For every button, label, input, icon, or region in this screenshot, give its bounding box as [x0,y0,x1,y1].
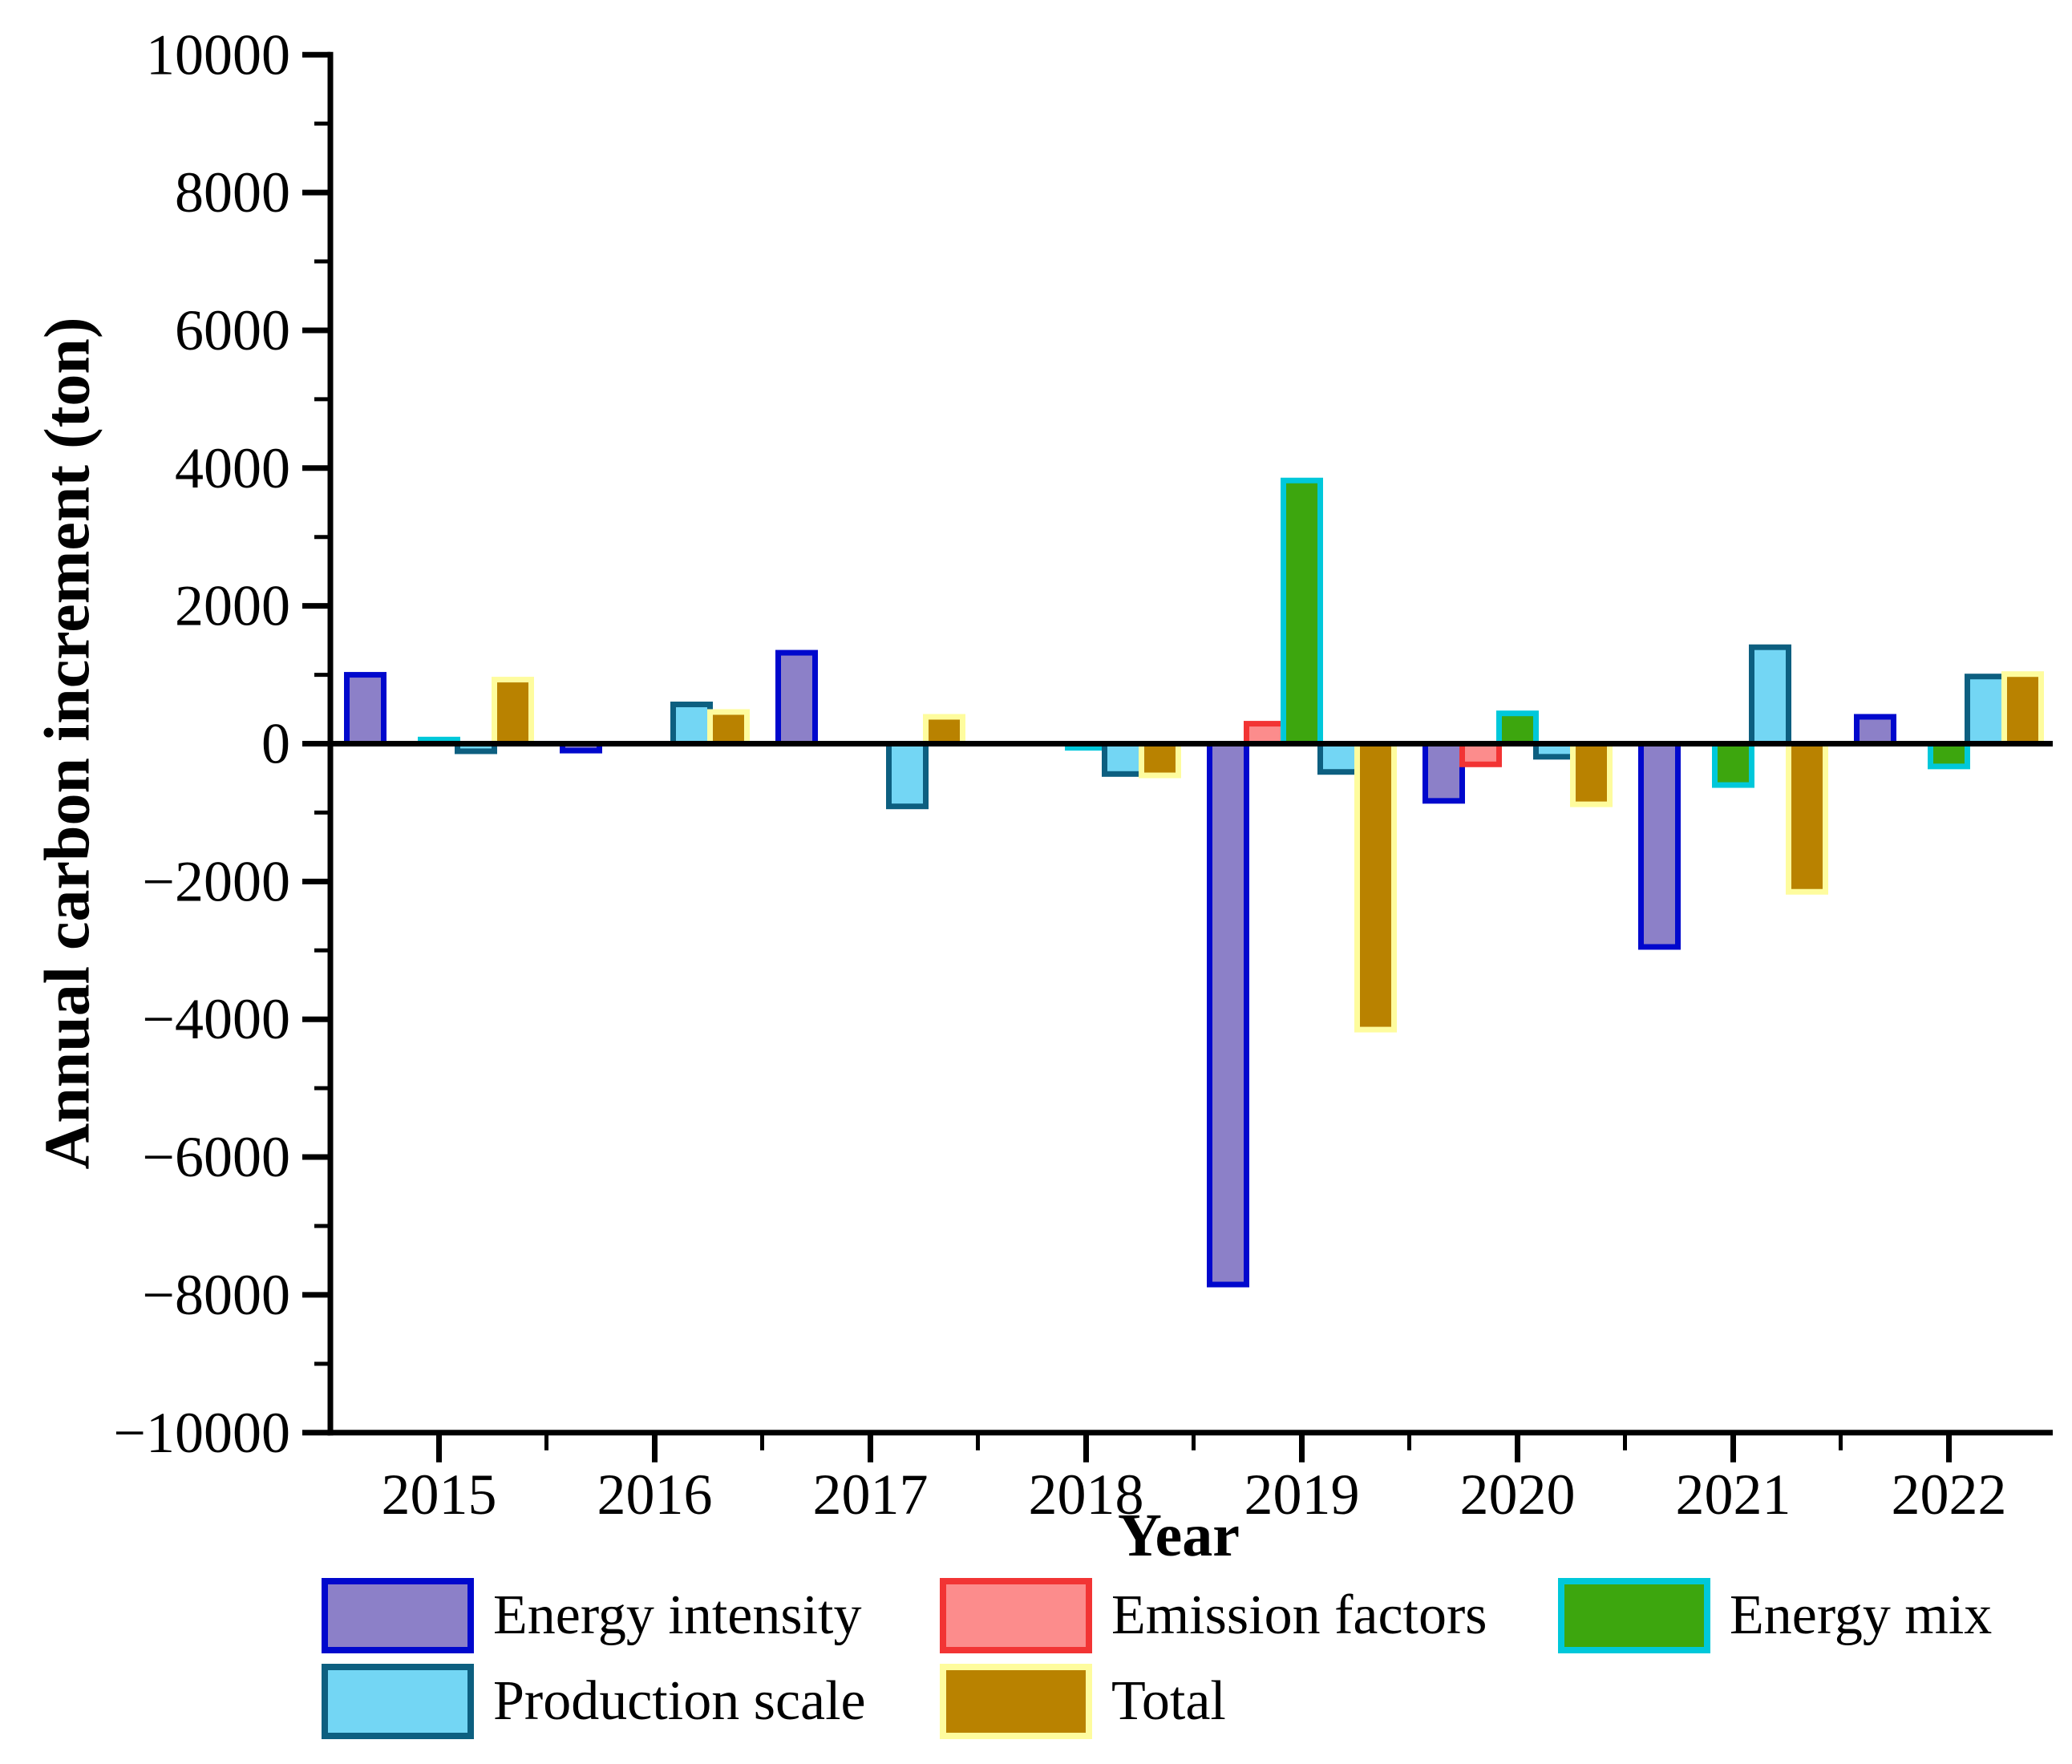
bar-total-2022 [2001,671,2044,747]
bar-emission-factors-2020 [1459,741,1502,767]
bar-total-2020 [1570,741,1613,807]
bar-total-2019 [1354,741,1397,1033]
x-tick-label-2020: 2020 [1460,1463,1576,1527]
bar-energy-mix-2022 [1928,741,1970,770]
y-axis-title: Annual carbon increment (ton) [32,317,103,1170]
y-tick-label--8000: −8000 [142,1263,290,1327]
y-tick-label-10000: 10000 [146,22,290,87]
bar-production-scale-2016 [670,702,713,747]
x-tick-label-2019: 2019 [1244,1463,1360,1527]
bar-total-2018 [1139,741,1181,779]
x-tick-label-2016: 2016 [597,1463,713,1527]
bar-production-scale-2022 [1965,674,2007,747]
x-tick-label-2022: 2022 [1892,1463,2007,1527]
bar-total-2016 [707,709,750,746]
bar-production-scale-2019 [1317,741,1360,775]
bar-total-2015 [492,677,534,746]
y-tick-label-2000: 2000 [175,574,290,638]
bar-energy-intensity-2015 [344,672,386,747]
bar-energy-intensity-2021 [1638,741,1681,950]
y-tick-label--6000: −6000 [142,1125,290,1189]
y-tick-label-0: 0 [261,712,290,776]
bar-production-scale-2021 [1749,644,1791,747]
bar-energy-intensity-2020 [1422,741,1465,804]
bar-energy-intensity-2017 [775,649,818,746]
bar-production-scale-2018 [1102,741,1144,777]
y-tick-label-4000: 4000 [175,436,290,500]
x-axis-title: Year [1118,1502,1240,1569]
bar-energy-mix-2021 [1712,741,1754,788]
x-tick-label-2015: 2015 [382,1463,497,1527]
y-tick-label--2000: −2000 [142,849,290,913]
x-tick-label-2021: 2021 [1676,1463,1791,1527]
y-tick-label--4000: −4000 [142,987,290,1051]
bar-production-scale-2017 [886,741,929,810]
bar-energy-mix-2020 [1496,710,1539,746]
bar-total-2021 [1786,741,1828,895]
y-tick-label--10000: −10000 [113,1401,290,1465]
bar-total-2017 [923,714,965,747]
bar-energy-intensity-2022 [1854,714,1896,747]
bar-energy-intensity-2019 [1207,741,1249,1288]
x-tick-label-2017: 2017 [813,1463,929,1527]
y-tick-label-6000: 6000 [175,298,290,362]
x-tick-label-2018: 2018 [1029,1463,1144,1527]
y-tick-label-8000: 8000 [175,160,290,225]
bar-emission-factors-2019 [1244,721,1286,746]
bar-energy-mix-2019 [1281,477,1323,746]
